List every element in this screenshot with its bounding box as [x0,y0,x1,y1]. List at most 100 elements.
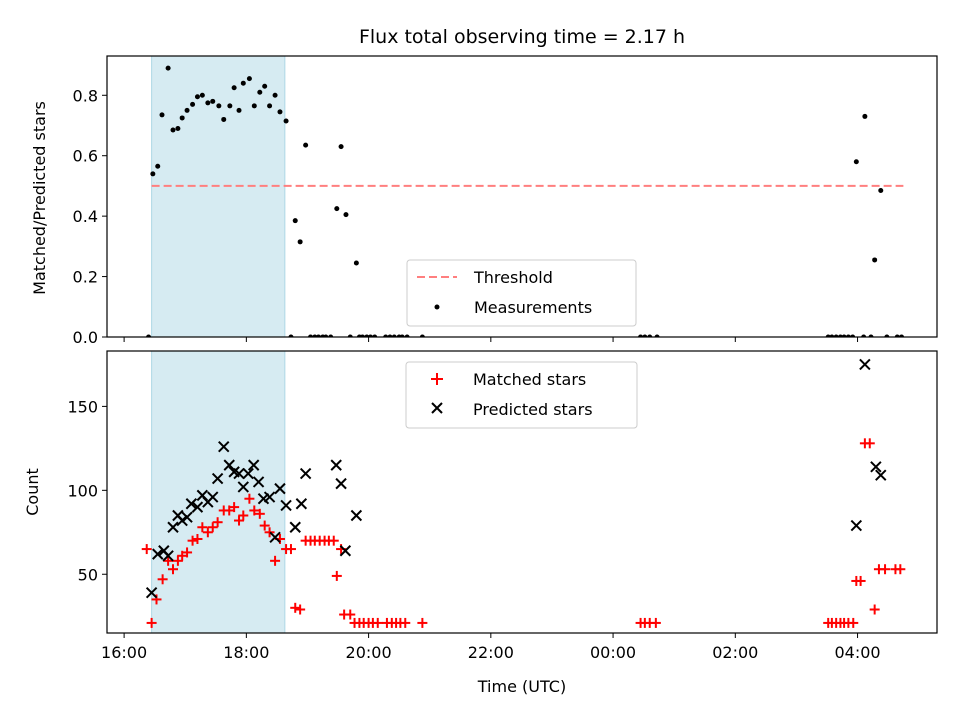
matched-star-point [869,604,880,615]
measurement-point [399,334,405,337]
predicted-star-stroke-b [176,514,188,527]
bottom-x-tick-label: 00:00 [590,643,636,662]
bottom-x-tick-label: 18:00 [223,643,269,662]
predicted-star-stroke-b [181,511,193,523]
matched-star-point [249,505,260,516]
measurement-point [833,334,839,337]
predicted-star-point [207,491,219,503]
matched-star-point [234,515,245,526]
measurement-point [179,115,185,121]
predicted-star-point [237,481,250,493]
matched-star-point [328,535,339,546]
measurement-point [308,334,314,337]
matched-star-point [146,617,157,628]
top-y-axis-label: Matched/Predicted stars [30,101,49,295]
predicted-star-point [167,521,179,533]
predicted-star-point [247,459,260,471]
matched-star-point [244,493,255,504]
measurement-point [194,94,200,100]
predicted-star-stroke-b [185,498,198,510]
measurement-point [391,334,397,337]
predicted-star-point [299,467,312,480]
matched-star-point [345,609,356,620]
matched-star-point [151,594,162,605]
measurement-point [353,260,359,266]
predicted-star-point [181,511,193,523]
predicted-star-stroke-b [167,521,179,533]
bottom-x-tick-label: 04:00 [834,643,880,662]
legend-measurements-label: Measurements [474,298,592,317]
measurement-point [205,100,211,106]
matched-star-point [264,527,275,538]
top-marks [146,65,905,337]
measurement-point [338,144,344,150]
measurement-point [899,334,905,337]
predicted-star-point [242,467,254,480]
top-axes-frame [106,55,938,338]
top-legend-box [406,259,637,327]
legend-matched-swatch [431,373,443,385]
predicted-star-stroke-b [289,521,301,533]
predicted-star-point [185,498,198,510]
predicted-star-point [211,472,224,485]
measurement-point [267,103,273,109]
predicted-star-point [339,545,352,557]
matched-star-point [157,574,168,585]
matched-star-point [202,527,213,538]
predicted-star-stroke-b [247,459,260,471]
predicted-star-point [191,501,204,513]
predicted-star-point [145,587,158,599]
predicted-star-point [870,461,882,473]
predicted-star-stroke-b [280,499,292,512]
measurement-point [878,187,884,193]
matched-star-point [880,564,891,575]
predicted-star-stroke-b [350,509,363,522]
measurement-point [372,334,378,337]
measurement-point [283,118,289,124]
matched-star-point [848,617,859,628]
matched-star-point [172,555,183,566]
legend-matched-label: Matched stars [473,370,586,389]
measurement-point [638,334,644,337]
top-y-tick-label: 0.2 [73,268,98,287]
measurement-point [170,127,176,133]
matched-star-point [163,555,174,566]
top-plot-area: 0.0 0.2 0.4 0.6 0.8 [73,55,905,347]
measurement-point [262,83,268,89]
top-y-tick-label: 0.0 [73,328,98,347]
predicted-star-stroke-b [295,498,308,510]
measurement-point [246,76,252,82]
measurement-point [868,334,874,337]
matched-star-point [192,534,203,544]
predicted-star-point [859,358,871,371]
matched-star-point [197,522,208,533]
legend-predicted-swatch [431,402,443,414]
predicted-star-point [280,499,292,512]
bottom-x-tick-label: 02:00 [712,643,758,662]
matched-star-point [212,517,223,528]
matched-star-point [229,502,240,513]
measurement-point [323,334,329,337]
matched-star-point [254,508,265,519]
legend-predicted-label: Predicted stars [473,400,593,419]
predicted-star-point [330,459,342,471]
measurement-point [216,103,222,109]
predicted-star-stroke-b [252,476,265,488]
predicted-star-stroke-b [191,501,204,513]
predicted-star-point [875,469,887,481]
predicted-star-point [162,550,174,562]
measurement-point [383,334,389,337]
predicted-star-stroke-b [875,469,887,481]
top-legend: Threshold Measurements [406,259,637,327]
measurement-point [862,113,868,119]
measurement-point [328,334,334,337]
measurement-point [872,257,878,263]
predicted-star-stroke-b [269,531,281,544]
measurement-point [315,334,321,337]
measurement-point [845,334,851,337]
bottom-marks [141,358,906,628]
matched-star-point [285,544,296,555]
matched-star-point [187,535,198,546]
matched-star-point [168,564,179,575]
